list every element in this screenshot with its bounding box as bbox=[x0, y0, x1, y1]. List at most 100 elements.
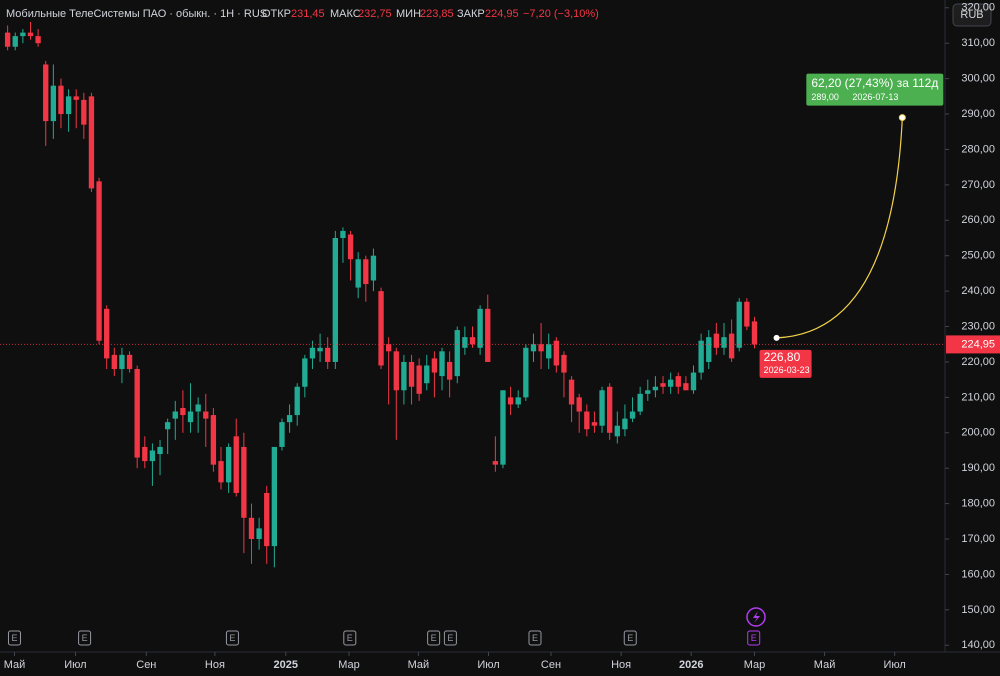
event-label[interactable]: E bbox=[751, 633, 757, 643]
event-label[interactable]: E bbox=[347, 633, 353, 643]
candle bbox=[744, 298, 750, 331]
lightning-circle[interactable] bbox=[746, 607, 766, 627]
candle-body bbox=[73, 96, 79, 100]
event-label[interactable]: E bbox=[431, 633, 437, 643]
candle-body bbox=[424, 365, 430, 384]
candle-body bbox=[500, 390, 506, 465]
event-box[interactable] bbox=[528, 630, 542, 646]
event-label[interactable]: E bbox=[229, 633, 235, 643]
high-label: МАКС bbox=[330, 8, 361, 20]
candle-body bbox=[416, 365, 422, 394]
forecast-to-date: 2026-07-13 bbox=[852, 92, 898, 102]
candle bbox=[309, 340, 316, 370]
currency-button-box[interactable] bbox=[952, 3, 992, 27]
y-tick-label: 150,00 bbox=[961, 604, 995, 616]
currency-label[interactable]: RUB bbox=[960, 9, 983, 21]
candle bbox=[561, 351, 567, 398]
candle-body bbox=[660, 383, 666, 387]
candle bbox=[172, 400, 178, 440]
candle-body bbox=[27, 32, 34, 37]
candle bbox=[203, 393, 209, 447]
forecast-from-value: 226,80 bbox=[764, 350, 801, 364]
event-label[interactable]: E bbox=[82, 633, 88, 643]
y-tick-label: 250,00 bbox=[961, 250, 995, 262]
event-label[interactable]: E bbox=[11, 633, 17, 643]
candle bbox=[607, 383, 613, 440]
candle-body bbox=[683, 383, 689, 391]
candle bbox=[325, 337, 331, 370]
event-box[interactable] bbox=[747, 630, 761, 646]
candle bbox=[462, 326, 468, 355]
candle bbox=[27, 21, 34, 40]
event-box[interactable] bbox=[225, 630, 239, 646]
x-tick-label: Июл bbox=[64, 659, 86, 671]
event-marker[interactable]: E bbox=[343, 630, 357, 646]
candle-body bbox=[454, 330, 460, 377]
y-tick-label: 220,00 bbox=[961, 356, 995, 368]
event-box[interactable] bbox=[623, 630, 637, 646]
candle-body bbox=[736, 301, 742, 348]
event-marker[interactable]: E bbox=[427, 630, 441, 646]
y-tick-label: 190,00 bbox=[961, 462, 995, 474]
event-marker[interactable]: E bbox=[747, 630, 761, 646]
event-box[interactable] bbox=[343, 630, 357, 646]
candle-body bbox=[180, 407, 186, 416]
event-marker[interactable]: E bbox=[528, 630, 542, 646]
event-marker[interactable]: E bbox=[443, 630, 457, 646]
candle bbox=[35, 29, 41, 47]
candle bbox=[180, 390, 186, 433]
candle bbox=[568, 376, 575, 423]
event-marker[interactable]: E bbox=[623, 630, 637, 646]
candle bbox=[721, 322, 727, 355]
event-label[interactable]: E bbox=[532, 633, 538, 643]
event-marker[interactable]: E bbox=[7, 630, 21, 646]
candle bbox=[500, 390, 506, 469]
candle bbox=[241, 432, 247, 554]
candle bbox=[4, 25, 11, 51]
event-box[interactable] bbox=[7, 630, 21, 646]
candle bbox=[43, 60, 49, 146]
candle bbox=[614, 411, 620, 444]
x-tick-label: 2026 bbox=[679, 659, 703, 671]
candle bbox=[576, 393, 582, 433]
candle-body bbox=[728, 333, 735, 359]
candle bbox=[645, 379, 651, 401]
event-marker[interactable]: E bbox=[78, 630, 92, 646]
close-label: ЗАКР bbox=[457, 8, 485, 20]
candle-body bbox=[530, 344, 537, 352]
candle-body bbox=[4, 32, 11, 47]
candle-body bbox=[713, 333, 720, 348]
candle-body bbox=[271, 446, 278, 547]
candle bbox=[591, 411, 598, 433]
forecast-from-box bbox=[759, 349, 812, 378]
candle-body bbox=[515, 397, 521, 405]
candle-body bbox=[629, 411, 636, 419]
currency-button[interactable]: RUB bbox=[952, 3, 992, 27]
candle bbox=[302, 354, 308, 398]
candle bbox=[332, 230, 338, 370]
lightning-bolt[interactable] bbox=[753, 611, 760, 623]
lightning-icon[interactable] bbox=[746, 607, 766, 627]
candle-body bbox=[286, 415, 293, 423]
candle bbox=[96, 177, 102, 345]
candle bbox=[20, 29, 26, 44]
event-box[interactable] bbox=[78, 630, 92, 646]
event-box[interactable] bbox=[443, 630, 457, 646]
y-tick-label: 170,00 bbox=[961, 533, 995, 545]
candle bbox=[386, 337, 392, 405]
y-tick-label: 200,00 bbox=[961, 427, 995, 439]
low-value: 223,85 bbox=[420, 8, 454, 20]
candle-body bbox=[264, 492, 270, 547]
candle-body bbox=[614, 425, 620, 437]
forecast-end bbox=[898, 114, 906, 122]
x-tick-label: Май bbox=[4, 659, 26, 671]
candle-body bbox=[492, 461, 499, 465]
candle-body bbox=[256, 528, 262, 540]
event-marker[interactable]: E bbox=[225, 630, 239, 646]
x-tick-label: Май bbox=[814, 659, 836, 671]
event-label[interactable]: E bbox=[627, 633, 633, 643]
event-box[interactable] bbox=[427, 630, 441, 646]
event-label[interactable]: E bbox=[447, 633, 453, 643]
candle bbox=[142, 436, 148, 469]
candle bbox=[340, 227, 346, 263]
